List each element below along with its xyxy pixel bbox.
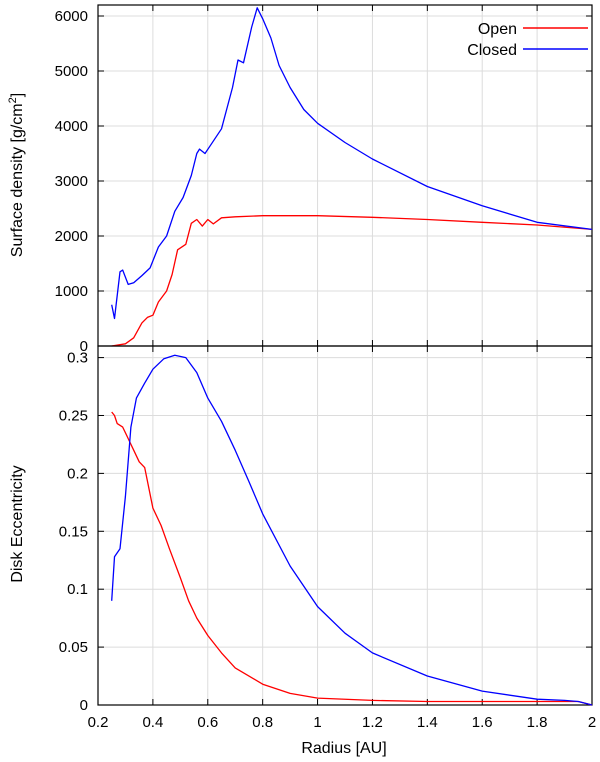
bottom-y-tick-label: 0 xyxy=(80,697,88,714)
top-y-tick-label: 5000 xyxy=(55,63,88,80)
x-axis-label: Radius [AU] xyxy=(301,740,386,757)
bottom-plot-frame xyxy=(97,345,593,706)
top-y-tick-label: 0 xyxy=(80,338,88,355)
bottom-y-tick-label: 0.2 xyxy=(67,465,88,482)
bottom-y-tick-label: 0.25 xyxy=(59,407,88,424)
bottom-series-open xyxy=(111,411,593,706)
x-tick-label: 1.6 xyxy=(472,714,493,731)
legend-label-open: Open xyxy=(478,21,517,38)
bottom-y-tick-label: 0.1 xyxy=(67,581,88,598)
top-series-closed xyxy=(111,7,593,320)
top-y-tick-label: 3000 xyxy=(55,173,88,190)
top-y-tick-label: 4000 xyxy=(55,118,88,135)
x-tick-label: 0.2 xyxy=(88,714,109,731)
top-series-open xyxy=(111,215,593,347)
surface-density-panel: 0 1000 2000 3000 4000 5000 6000 xyxy=(55,4,593,355)
bottom-y-tick-label: 0.3 xyxy=(67,350,88,367)
x-tick-label: 0.6 xyxy=(197,714,218,731)
x-tick-label: 0.4 xyxy=(142,714,163,731)
bottom-y-tick-label: 0.05 xyxy=(59,639,88,656)
legend-label-closed: Closed xyxy=(467,42,517,59)
top-y-tick-label: 6000 xyxy=(55,8,88,25)
top-y-tick-label: 2000 xyxy=(55,228,88,245)
bottom-y-axis-label: Disk Eccentricity xyxy=(9,465,26,582)
bottom-series-closed xyxy=(111,354,593,706)
top-y-tick-label: 1000 xyxy=(55,283,88,300)
x-tick-label: 0.8 xyxy=(252,714,273,731)
legend: Open Closed xyxy=(467,21,588,59)
eccentricity-panel: 0 0.05 0.1 0.15 0.2 0.25 0.3 0.2 0.4 0.6 0.8 1 1.2 1.… xyxy=(59,345,596,731)
x-tick-label: 1.4 xyxy=(417,714,438,731)
top-plot-frame xyxy=(97,4,593,347)
x-tick-label: 1.8 xyxy=(527,714,548,731)
x-tick-label: 2 xyxy=(588,714,596,731)
top-y-axis-label: Surface density [g/cm2] xyxy=(7,93,26,257)
bottom-y-tick-label: 0.15 xyxy=(59,523,88,540)
x-tick-label: 1 xyxy=(313,714,321,731)
x-tick-label: 1.2 xyxy=(362,714,383,731)
